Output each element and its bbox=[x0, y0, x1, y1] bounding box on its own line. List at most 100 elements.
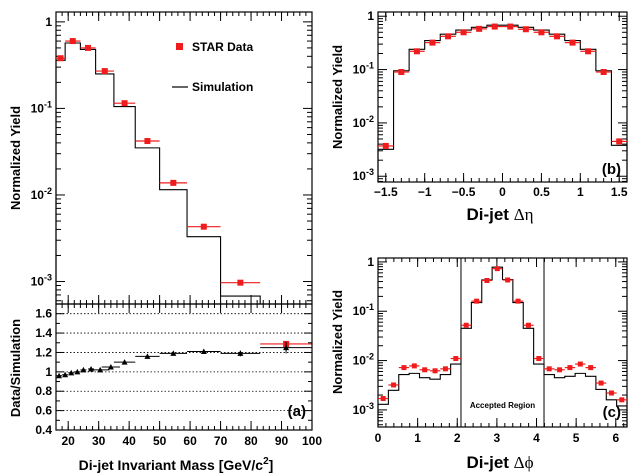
y-tick-label: 10-2 bbox=[31, 186, 52, 202]
data-point bbox=[536, 356, 542, 362]
data-point bbox=[429, 39, 436, 46]
data-point bbox=[522, 26, 529, 33]
data-point bbox=[422, 367, 428, 373]
data-point bbox=[546, 366, 552, 372]
plot-frame bbox=[377, 11, 628, 183]
data-point bbox=[442, 366, 448, 372]
x-tick-label: 90 bbox=[275, 434, 289, 448]
ratio-point bbox=[68, 369, 75, 376]
x-tick-label: 3 bbox=[494, 431, 501, 445]
ratio-point bbox=[74, 368, 81, 375]
data-point bbox=[484, 277, 490, 283]
y-axis-label: Normalized Yield bbox=[8, 106, 23, 210]
data-point bbox=[505, 277, 511, 283]
plot-frame bbox=[55, 303, 313, 431]
data-point bbox=[608, 390, 614, 396]
y-tick-label: 1 bbox=[45, 365, 52, 379]
x-tick-label: 60 bbox=[183, 434, 197, 448]
ratio-point bbox=[144, 353, 151, 359]
ratio-point bbox=[170, 350, 177, 356]
data-point bbox=[200, 223, 207, 230]
data-point bbox=[69, 38, 76, 45]
legend-data-marker bbox=[176, 43, 183, 50]
data-point bbox=[101, 68, 108, 75]
data-point bbox=[507, 23, 514, 30]
panel-a-ratio: 0.4 0.6 0.8 1 1.2 1.4 1.6 20 30 40 50 60 70 80 90 100 (a… bbox=[8, 303, 322, 473]
y-tick-label: 10-3 bbox=[353, 401, 374, 417]
data-point bbox=[121, 100, 128, 107]
data-point bbox=[491, 23, 498, 30]
data-point bbox=[460, 29, 467, 36]
y-tick-label: 10-2 bbox=[353, 114, 374, 130]
panel-a: 10-3 10-2 10-1 1 STAR Data Simulation Normaliz… bbox=[8, 11, 313, 347]
data-point bbox=[463, 322, 469, 328]
data-point bbox=[616, 138, 623, 145]
y-axis-label: Normalized Yield bbox=[330, 45, 345, 149]
data-point bbox=[600, 69, 607, 76]
data-point bbox=[474, 298, 480, 304]
y-tick-label: 10-1 bbox=[31, 99, 52, 115]
accepted-region-label: Accepted Region bbox=[470, 401, 535, 410]
ratio-point bbox=[107, 364, 114, 370]
data-point bbox=[538, 29, 545, 36]
y-tick-label: 1.2 bbox=[35, 345, 52, 359]
x-axis-label: Di-jet Invariant Mass [GeV/c2] bbox=[79, 456, 274, 473]
x-tick-label: 5 bbox=[573, 431, 580, 445]
y-tick-label: 1.4 bbox=[35, 326, 52, 340]
y-tick-label: 10-1 bbox=[353, 302, 374, 318]
panel-c: 10-3 10-2 10-1 1 0 1 2 3 4 5 6 Accepted Region (c) No… bbox=[330, 255, 628, 472]
x-tick-label: 1 bbox=[414, 431, 421, 445]
y-tick-label: 0.6 bbox=[35, 404, 52, 418]
ratio-point bbox=[237, 350, 244, 356]
ratio-point bbox=[62, 371, 69, 378]
data-point bbox=[144, 138, 151, 145]
x-tick-label: 80 bbox=[244, 434, 258, 448]
legend-sim-label: Simulation bbox=[192, 80, 253, 94]
y-tick-label: 10-1 bbox=[353, 61, 374, 77]
data-point bbox=[553, 33, 560, 40]
data-point bbox=[411, 363, 417, 369]
ratio-point bbox=[80, 366, 87, 373]
data-point bbox=[619, 397, 625, 403]
data-point bbox=[515, 298, 521, 304]
y-tick-label: 1 bbox=[367, 255, 374, 269]
data-point bbox=[391, 382, 397, 388]
x-tick-label: −0.5 bbox=[452, 185, 476, 199]
data-point bbox=[382, 142, 389, 149]
data-point bbox=[494, 266, 500, 272]
ratio-point bbox=[56, 372, 63, 379]
x-tick-label: 1.5 bbox=[611, 185, 628, 199]
y-tick-label: 10-3 bbox=[31, 273, 52, 289]
data-point bbox=[453, 356, 459, 362]
panel-label: (b) bbox=[602, 161, 621, 178]
data-point bbox=[577, 361, 583, 367]
data-point bbox=[445, 33, 452, 40]
data-point bbox=[170, 179, 177, 186]
y-axis-label: Normalized Yield bbox=[330, 290, 345, 394]
ratio-point bbox=[200, 348, 207, 354]
data-point bbox=[598, 380, 604, 386]
data-point bbox=[585, 48, 592, 55]
y-tick-label: 0.8 bbox=[35, 384, 52, 398]
x-tick-label: −1 bbox=[418, 185, 432, 199]
ratio-point bbox=[97, 366, 104, 373]
x-tick-label: 2 bbox=[454, 431, 461, 445]
data-point bbox=[57, 55, 64, 62]
ratio-point bbox=[283, 344, 290, 351]
simulation-step-line bbox=[377, 266, 628, 427]
y-axis-label: Data/Simulation bbox=[8, 319, 23, 417]
y-tick-label: 10-3 bbox=[353, 167, 374, 183]
y-tick-label: 10-2 bbox=[353, 352, 374, 368]
data-point bbox=[567, 365, 573, 371]
plot-frame bbox=[55, 11, 313, 305]
data-point bbox=[569, 39, 576, 46]
x-tick-label: 1 bbox=[577, 185, 584, 199]
x-tick-label: 20 bbox=[62, 434, 76, 448]
data-point bbox=[525, 322, 531, 328]
data-point bbox=[85, 44, 91, 51]
plot-frame bbox=[377, 257, 628, 428]
x-tick-label: −1.5 bbox=[374, 185, 398, 199]
data-point bbox=[432, 368, 438, 374]
data-point bbox=[380, 396, 386, 402]
data-point bbox=[476, 25, 483, 32]
